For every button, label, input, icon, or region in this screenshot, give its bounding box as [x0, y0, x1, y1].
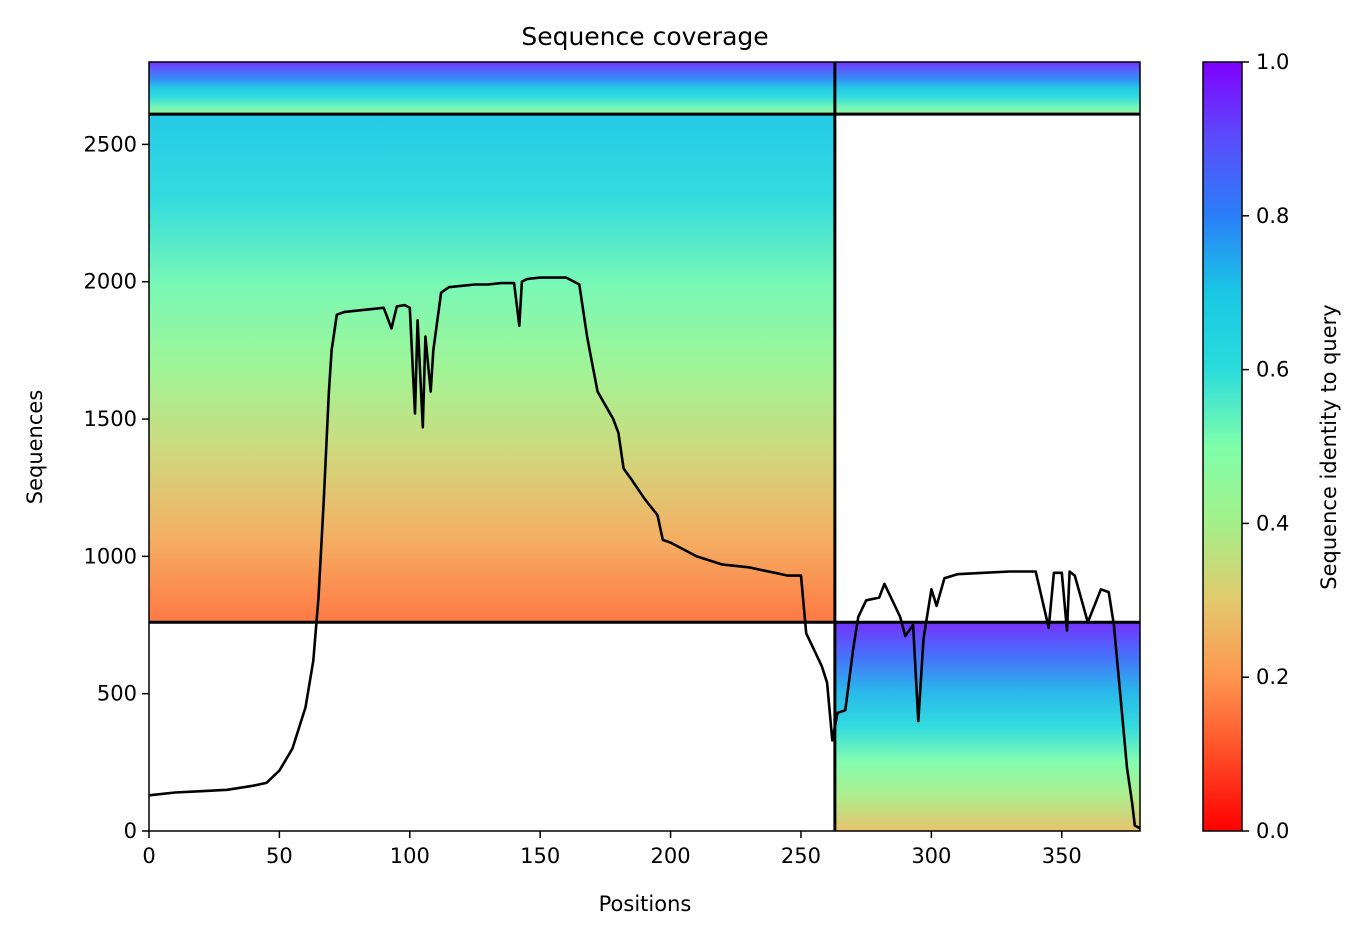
x-tick-label: 350 — [1042, 844, 1082, 868]
colorbar-tick-label: 0.8 — [1256, 204, 1289, 228]
x-tick-label: 300 — [911, 844, 951, 868]
colorbar-gradient — [1202, 61, 1243, 832]
coverage-block — [834, 622, 1140, 831]
coverage-line — [148, 276, 1141, 830]
colorbar-ticks: 0.0 0.2 0.4 0.6 0.8 1.0 — [1242, 50, 1289, 843]
coverage-layer — [148, 276, 1141, 830]
colorbar: 0.0 0.2 0.4 0.6 0.8 1.0 Sequence identity to … — [1202, 50, 1341, 843]
coverage-block — [149, 114, 835, 623]
y-tick-label: 1000 — [84, 544, 137, 568]
x-tick-label: 150 — [520, 844, 560, 868]
colorbar-tick-label: 1.0 — [1256, 50, 1289, 74]
plot-frame — [148, 61, 1141, 832]
x-axis: 0 50 100 150 200 250 300 350 — [142, 831, 1082, 868]
x-tick-label: 100 — [390, 844, 430, 868]
y-tick-label: 0 — [124, 819, 137, 843]
coverage-block — [834, 62, 1140, 115]
y-tick-label: 2000 — [84, 270, 137, 294]
plot-area — [148, 61, 1141, 832]
x-tick-label: 200 — [651, 844, 691, 868]
colorbar-tick-label: 0.2 — [1256, 665, 1289, 689]
y-tick-label: 2500 — [84, 132, 137, 156]
colorbar-tick-label: 0.4 — [1256, 511, 1289, 535]
colorbar-tick-label: 0.0 — [1256, 819, 1289, 843]
divider-lines — [149, 62, 1140, 831]
colorbar-tick-label: 0.6 — [1256, 358, 1289, 382]
y-tick-label: 500 — [97, 682, 137, 706]
y-tick-label: 1500 — [84, 407, 137, 431]
y-axis: 0 500 1000 1500 2000 2500 — [84, 132, 149, 843]
chart-title: Sequence coverage — [521, 22, 768, 51]
coverage-block — [149, 62, 835, 115]
x-axis-label: Positions — [599, 892, 692, 916]
x-tick-label: 0 — [142, 844, 155, 868]
x-tick-label: 250 — [781, 844, 821, 868]
y-axis-label: Sequences — [23, 390, 47, 505]
identity-blocks — [149, 62, 1140, 831]
x-tick-label: 50 — [266, 844, 293, 868]
colorbar-label: Sequence identity to query — [1317, 304, 1341, 589]
